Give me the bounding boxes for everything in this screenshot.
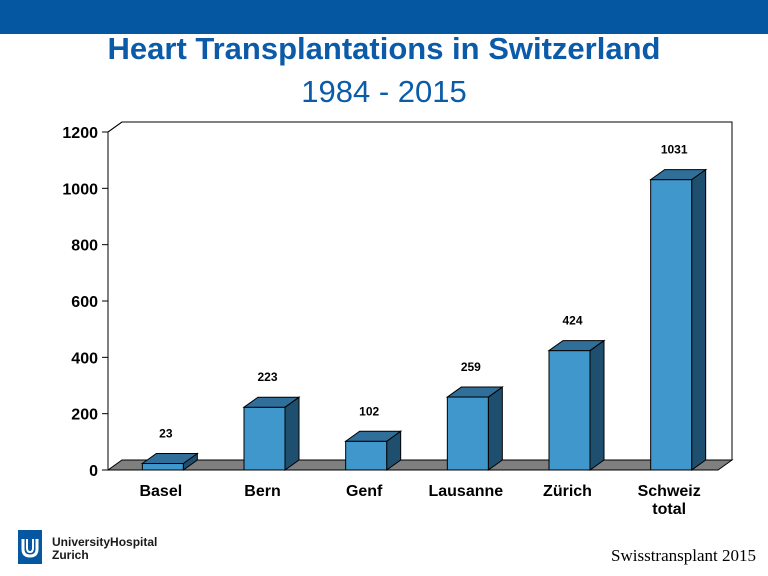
- data-label: 424: [562, 314, 582, 328]
- y-tick-label: 200: [71, 407, 98, 424]
- bar-side: [589, 339, 605, 471]
- bar-front: [141, 463, 184, 471]
- bar-front: [345, 440, 388, 471]
- category-label: Lausanne: [428, 483, 503, 500]
- category-label: Zürich: [543, 483, 592, 500]
- source-credit: Swisstransplant 2015: [611, 546, 756, 565]
- header-bar: [0, 0, 768, 34]
- bar-top: [649, 169, 708, 181]
- chart-floor: [106, 459, 734, 471]
- category-label: Bern: [244, 483, 280, 500]
- page-title: Heart Transplantations in Switzerland: [107, 31, 661, 66]
- data-label: 23: [159, 427, 173, 441]
- bar: [547, 339, 606, 471]
- bar: [140, 452, 199, 471]
- page-subtitle: 1984 - 2015: [301, 74, 467, 109]
- bar: [445, 386, 504, 471]
- logo-text: UniversityHospital Zurich: [52, 536, 157, 562]
- bar-top: [445, 386, 504, 398]
- y-tick-label: 400: [71, 350, 98, 367]
- bar-top: [242, 396, 301, 408]
- bar-top: [344, 430, 403, 442]
- y-tick-label: 800: [71, 238, 98, 255]
- y-tick-label: 0: [89, 463, 98, 480]
- bar-top: [547, 340, 606, 352]
- university-hospital-logo-icon: [18, 530, 42, 564]
- bar-front: [650, 179, 693, 471]
- chart-bars: [140, 168, 708, 471]
- bar: [242, 396, 301, 471]
- chart-labels: 0 200 400 600 800 1000 1200 23 Basel 223 Bern 102 Ge…: [62, 125, 700, 518]
- bar-top: [140, 453, 199, 465]
- bar-front: [243, 406, 286, 471]
- bar-front: [446, 396, 489, 471]
- chart-frame: [102, 121, 734, 471]
- y-tick-label: 1200: [62, 125, 98, 142]
- y-tick-label: 600: [71, 294, 98, 311]
- category-label: Genf: [346, 483, 383, 500]
- data-label: 1031: [661, 143, 688, 157]
- logo-line-2: Zurich: [52, 548, 89, 562]
- logo-line-1: UniversityHospital: [52, 535, 158, 549]
- bar-side: [487, 386, 503, 471]
- data-label: 259: [461, 360, 481, 374]
- category-label: Schweiz: [638, 483, 701, 500]
- category-label: Basel: [139, 483, 182, 500]
- bar-side: [284, 396, 300, 471]
- chart-wall-edge: [107, 121, 123, 133]
- bar-front: [548, 350, 591, 471]
- data-label: 223: [257, 370, 277, 384]
- data-label: 102: [359, 404, 379, 418]
- chart-wall-outline: [107, 121, 733, 470]
- bar: [344, 430, 403, 471]
- y-tick-label: 1000: [62, 181, 98, 198]
- category-label: total: [652, 501, 686, 518]
- bar-side: [691, 168, 707, 471]
- bar: [649, 168, 708, 471]
